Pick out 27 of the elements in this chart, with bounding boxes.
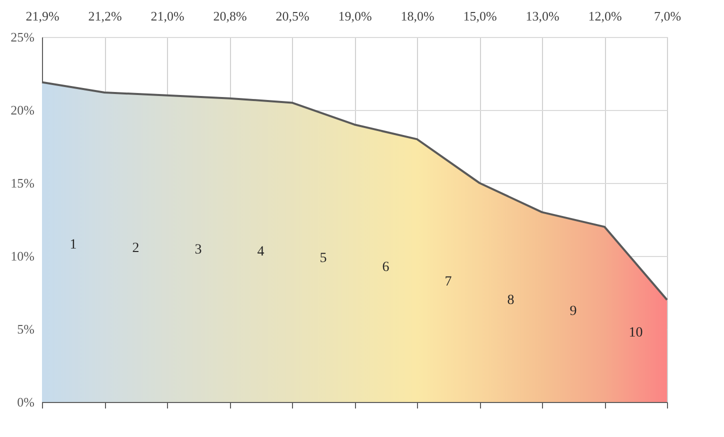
y-tick-label: 25% xyxy=(10,30,35,44)
x-tick-label: 21,0% xyxy=(150,8,184,24)
x-tick-label: 20,8% xyxy=(213,8,247,24)
annotation: 1 xyxy=(70,238,77,253)
x-tick-label: 15,0% xyxy=(463,8,497,24)
annotation: 3 xyxy=(194,242,202,258)
x-tick-label: 21,2% xyxy=(88,8,122,24)
annotation: 6 xyxy=(382,260,390,275)
annotation: 5 xyxy=(320,250,327,266)
y-tick-label: 20% xyxy=(10,102,35,118)
annotation: 9 xyxy=(570,304,577,319)
x-tick-label: 20,5% xyxy=(276,8,310,24)
x-tick-label: 13,0% xyxy=(526,8,560,24)
x-tick-label: 18,0% xyxy=(400,8,434,24)
annotation: 2 xyxy=(132,240,140,256)
y-tick-label: 10% xyxy=(10,248,35,264)
y-tick-label: 15% xyxy=(10,176,35,190)
annotation: 7 xyxy=(444,274,452,290)
y-tick-label: 0% xyxy=(17,394,35,410)
x-tick-label: 19,0% xyxy=(338,8,372,24)
annotation: 10 xyxy=(628,326,643,341)
x-tick-label: 21,9% xyxy=(26,8,60,24)
x-tick-label: 7,0% xyxy=(654,8,682,24)
annotation: 4 xyxy=(257,244,264,260)
annotation: 8 xyxy=(507,292,514,308)
y-tick-label: 5% xyxy=(17,322,35,336)
x-tick-label: 12,0% xyxy=(588,8,622,24)
